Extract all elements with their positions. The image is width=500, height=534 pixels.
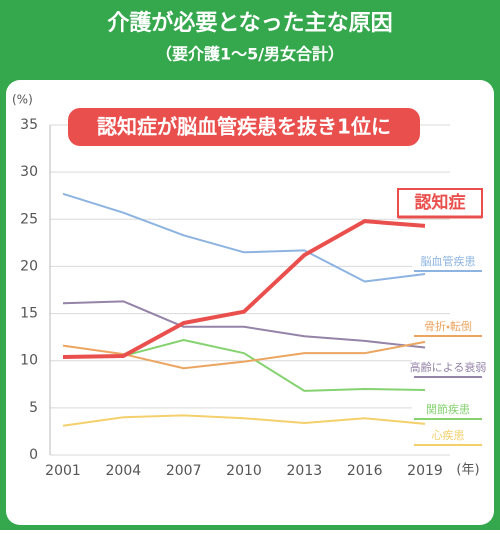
y-tick-label: 25	[20, 211, 38, 227]
panel	[6, 80, 494, 525]
legend-bg	[412, 359, 484, 377]
x-tick-label: 2016	[347, 463, 383, 479]
y-tick-label: 5	[29, 400, 38, 416]
series-line	[62, 300, 426, 349]
series-line	[62, 219, 426, 359]
legend-label: 認知症	[415, 192, 466, 213]
x-tick-label: 2010	[226, 463, 262, 479]
y-tick-label: 15	[20, 306, 38, 322]
y-tick-label: 30	[20, 164, 38, 180]
chart-subtitle: （要介護1～5/男女合計）	[156, 45, 344, 64]
grid: 0 5 10 15 20 25 30 35 2001 2004 2007 2010 2013 2016 20…	[20, 117, 450, 479]
legend-label: 脳血管疾患	[421, 254, 476, 268]
legend-bg	[412, 427, 484, 445]
y-tick-label: 0	[29, 447, 38, 463]
y-unit: (%)	[12, 93, 33, 107]
legend-label: 高齢による衰弱	[410, 360, 487, 374]
legend-label: 関節疾患	[426, 402, 470, 416]
legend-label: 骨折・転倒	[424, 319, 472, 333]
y-tick-label: 20	[20, 258, 38, 274]
lines	[62, 192, 426, 427]
annotation: 認知症が脳血管疾患を抜き1位に	[97, 115, 391, 139]
y-tick-label: 35	[20, 117, 38, 133]
legend-bg	[412, 318, 484, 336]
x-unit: (年)	[456, 463, 479, 478]
chart-title: 介護が必要となった主な原因	[107, 10, 392, 36]
x-tick-label: 2019	[407, 463, 443, 479]
y-tick-label: 10	[20, 353, 38, 369]
legend-box	[397, 188, 483, 218]
legend-bg	[412, 253, 484, 271]
x-tick-label: 2007	[166, 463, 202, 479]
x-tick-label: 2001	[45, 463, 81, 479]
x-tick-label: 2004	[106, 463, 142, 479]
series-line	[62, 192, 426, 283]
series-line	[62, 414, 426, 427]
x-tick-label: 2013	[287, 463, 323, 479]
annotation-box	[68, 108, 420, 146]
legend-bg	[412, 401, 484, 419]
legend-label: 心疾患	[432, 429, 465, 442]
